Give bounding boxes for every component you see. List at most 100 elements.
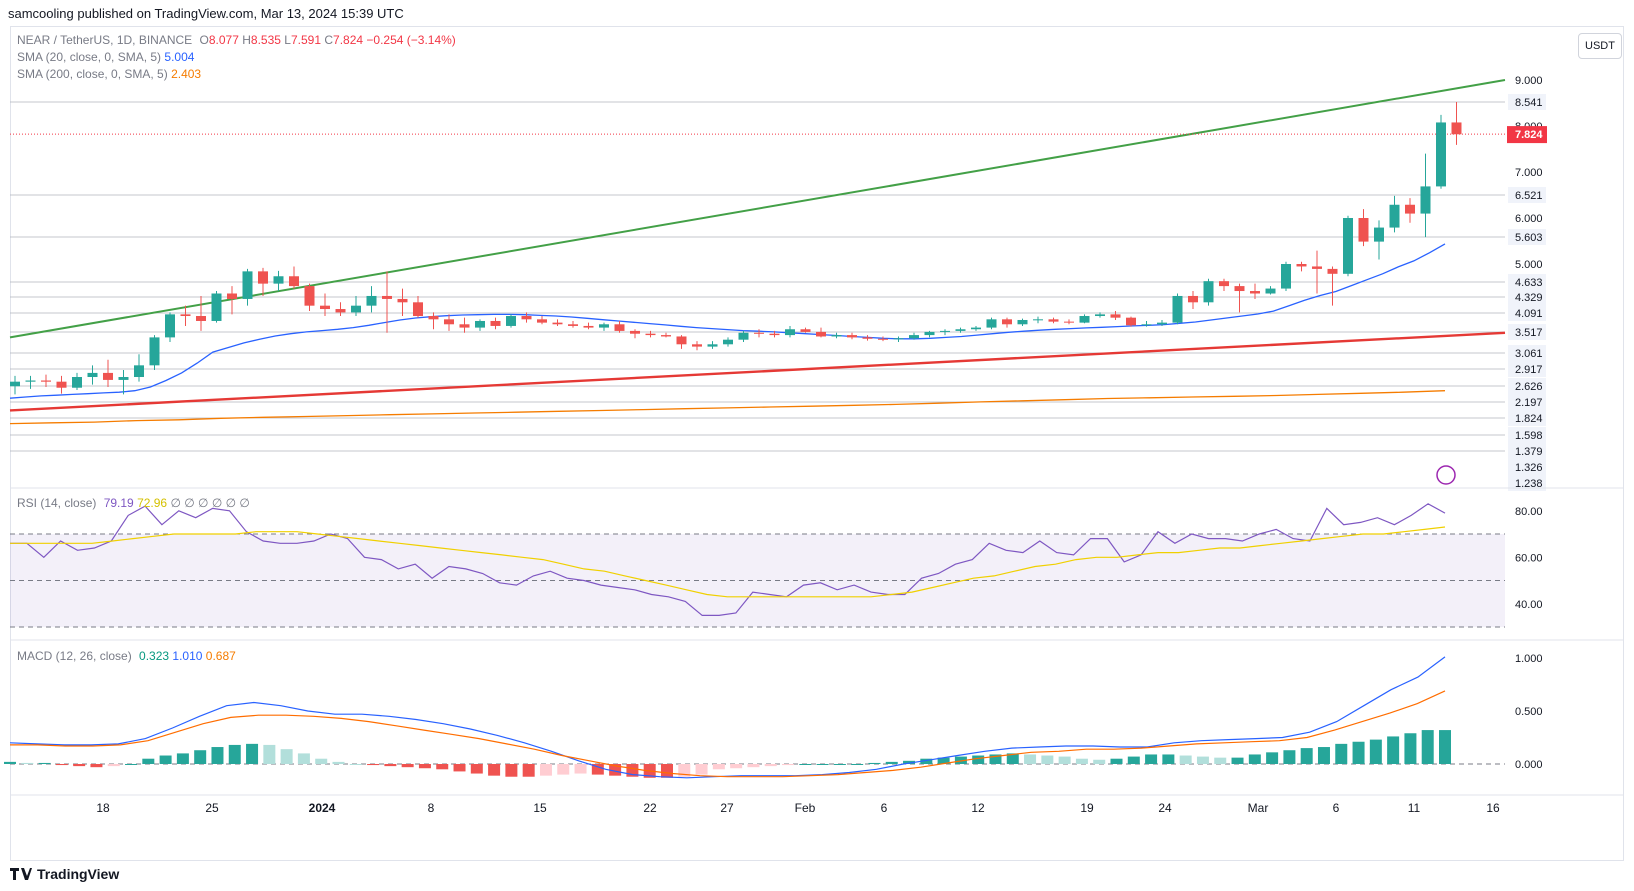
candle-37 xyxy=(583,322,594,330)
candle-body xyxy=(227,293,237,299)
candle-body xyxy=(707,344,718,347)
time-axis-label: Mar xyxy=(1248,801,1269,815)
candle-45 xyxy=(707,341,718,349)
candle-42 xyxy=(661,332,671,338)
candle-28 xyxy=(444,314,454,331)
sma20-label: SMA (20, close, 0, SMA, 5) xyxy=(17,50,162,64)
macd-histogram-bar xyxy=(107,764,120,767)
macd-value: 1.010 xyxy=(172,649,203,663)
candle-body xyxy=(878,338,888,340)
macd-histogram-bar xyxy=(1248,754,1261,764)
candle-71 xyxy=(1110,311,1121,320)
price-label-bg xyxy=(1508,289,1546,305)
macd-histogram-bar xyxy=(55,764,68,766)
candle-body xyxy=(537,319,547,323)
candle-body xyxy=(1234,286,1245,292)
price-label-bg xyxy=(1508,427,1546,443)
price-level-label: 2.197 xyxy=(1515,397,1543,409)
candle-90 xyxy=(1405,198,1415,223)
candle-body xyxy=(320,305,330,310)
candle-body xyxy=(971,327,981,330)
candle-body xyxy=(552,322,563,325)
candle-body xyxy=(118,377,129,380)
macd-histogram-bar xyxy=(1093,759,1106,764)
price-axis-label: 7.000 xyxy=(1515,167,1543,179)
price-axis-label: 9.000 xyxy=(1515,75,1543,87)
candle-body xyxy=(1172,295,1183,323)
macd-histogram-bar xyxy=(418,764,431,769)
candle-body xyxy=(630,330,640,334)
candle-body xyxy=(738,332,749,340)
candle-88 xyxy=(1374,220,1384,260)
macd-histogram-bar xyxy=(1006,753,1019,764)
macd-histogram-bar xyxy=(1058,756,1071,764)
macd-histogram-bar xyxy=(695,764,708,775)
macd-histogram-bar xyxy=(453,764,466,772)
candle-77 xyxy=(1203,278,1214,306)
macd-histogram-bar xyxy=(1266,752,1279,764)
macd-legend: MACD (12, 26, close) 0.323 1.010 0.687 xyxy=(17,648,236,665)
candle-36 xyxy=(568,320,578,328)
macd-histogram-bar xyxy=(1127,756,1140,764)
candle-72 xyxy=(1126,316,1136,327)
candle-body xyxy=(583,325,594,328)
candle-87 xyxy=(1358,209,1369,247)
candle-body xyxy=(165,314,175,338)
sma20-value: 5.004 xyxy=(164,50,195,64)
candle-46 xyxy=(723,337,733,347)
macd-histogram-bar xyxy=(194,750,207,764)
candle-29 xyxy=(459,317,470,333)
candle-body xyxy=(676,336,687,345)
price-label-bg xyxy=(1508,459,1546,475)
price-label-bg xyxy=(1508,361,1546,377)
candle-76 xyxy=(1188,291,1198,310)
candle-body xyxy=(893,338,904,340)
macd-histogram-bar xyxy=(1179,755,1192,764)
time-axis-label: 24 xyxy=(1158,801,1172,815)
candle-body xyxy=(847,335,857,338)
candle-21 xyxy=(335,302,346,317)
candle-12 xyxy=(196,295,206,331)
macd-histogram-bar xyxy=(401,764,414,768)
macd-histogram-bar xyxy=(1041,755,1054,764)
candle-body xyxy=(1250,291,1260,294)
candle-body xyxy=(242,271,253,299)
candle-51 xyxy=(800,327,811,333)
candle-4 xyxy=(72,372,82,390)
price-level-label: 1.598 xyxy=(1515,430,1543,442)
macd-histogram-bar xyxy=(228,744,241,764)
alert-icon xyxy=(1436,465,1456,485)
macd-histogram-bar xyxy=(125,764,138,765)
candle-body xyxy=(428,316,439,320)
macd-histogram-bar xyxy=(315,758,328,764)
macd-histogram-bar xyxy=(799,764,812,765)
candle-body xyxy=(645,333,656,336)
currency-button[interactable]: USDT xyxy=(1578,33,1622,59)
candle-59 xyxy=(924,330,935,338)
macd-histogram-bar xyxy=(1387,736,1400,764)
candle-body xyxy=(831,335,842,337)
price-label-bg xyxy=(1508,229,1546,245)
candle-body xyxy=(72,377,82,388)
candle-body xyxy=(1436,122,1446,187)
candle-body xyxy=(1079,316,1090,323)
price-level-label: 3.517 xyxy=(1515,327,1543,339)
candle-17 xyxy=(273,270,284,292)
macd-signal-value: 0.687 xyxy=(205,649,236,663)
macd-histogram-bar xyxy=(1231,757,1244,764)
time-axis-label: Feb xyxy=(795,801,816,815)
candle-body xyxy=(1420,186,1431,214)
low-value: 7.591 xyxy=(290,33,321,47)
candle-92 xyxy=(1436,114,1446,189)
macd-histogram-bar xyxy=(505,764,518,777)
macd-histogram-bar xyxy=(937,757,950,764)
macd-histogram-bar xyxy=(1162,754,1175,764)
candle-body xyxy=(351,305,361,313)
candle-body xyxy=(800,329,811,332)
candle-16 xyxy=(258,267,268,296)
candle-83 xyxy=(1296,261,1307,272)
macd-histogram-bar xyxy=(1283,750,1296,764)
macd-histogram-bar xyxy=(211,747,224,764)
last-price-badge xyxy=(1507,126,1547,144)
